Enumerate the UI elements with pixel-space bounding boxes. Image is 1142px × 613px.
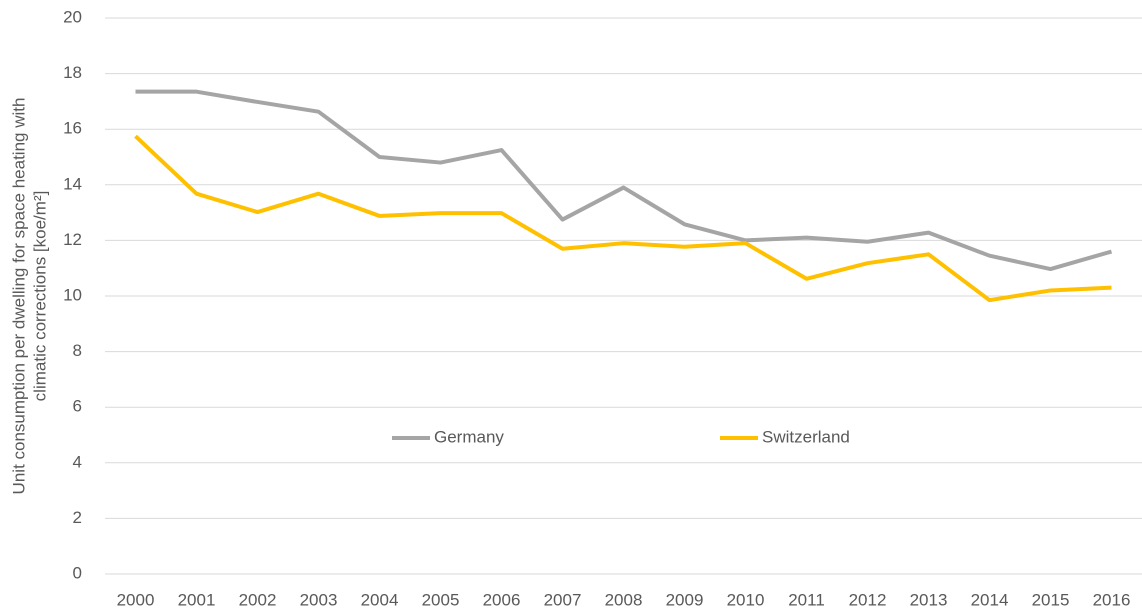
x-tick-label: 2002	[239, 590, 277, 609]
x-tick-label: 2009	[666, 590, 704, 609]
x-tick-label: 2010	[727, 590, 765, 609]
x-tick-label: 2012	[849, 590, 887, 609]
x-tick-label: 2015	[1032, 590, 1070, 609]
legend-label: Germany	[434, 427, 504, 446]
y-tick-label: 6	[73, 397, 82, 416]
data-line	[135, 89, 1113, 272]
x-tick-label: 2001	[178, 590, 216, 609]
x-tick-label: 2003	[300, 590, 338, 609]
x-tick-label: 2014	[971, 590, 1009, 609]
y-tick-label: 4	[73, 452, 82, 471]
x-tick-label: 2008	[605, 590, 643, 609]
y-axis-label: Unit consumption per dwelling for space …	[9, 98, 28, 495]
x-tick-label: 2004	[361, 590, 399, 609]
y-tick-label: 14	[63, 174, 82, 193]
legend-label: Switzerland	[762, 427, 850, 446]
y-tick-label: 8	[73, 341, 82, 360]
x-tick-label: 2011	[788, 590, 825, 609]
y-tick-label: 10	[63, 285, 82, 304]
y-axis-label: climatic corrections [koe/m²]	[30, 191, 49, 402]
y-tick-label: 12	[63, 230, 82, 249]
x-tick-label: 2000	[117, 590, 155, 609]
y-tick-label: 0	[73, 563, 82, 582]
y-tick-label: 16	[63, 119, 82, 138]
x-tick-label: 2016	[1093, 590, 1131, 609]
y-tick-label: 2	[73, 508, 82, 527]
x-tick-label: 2006	[483, 590, 521, 609]
y-tick-label: 18	[63, 63, 82, 82]
y-tick-label: 20	[63, 7, 82, 26]
x-tick-label: 2005	[422, 590, 460, 609]
data-line	[134, 134, 1112, 303]
x-tick-label: 2007	[544, 590, 582, 609]
x-tick-label: 2013	[910, 590, 948, 609]
